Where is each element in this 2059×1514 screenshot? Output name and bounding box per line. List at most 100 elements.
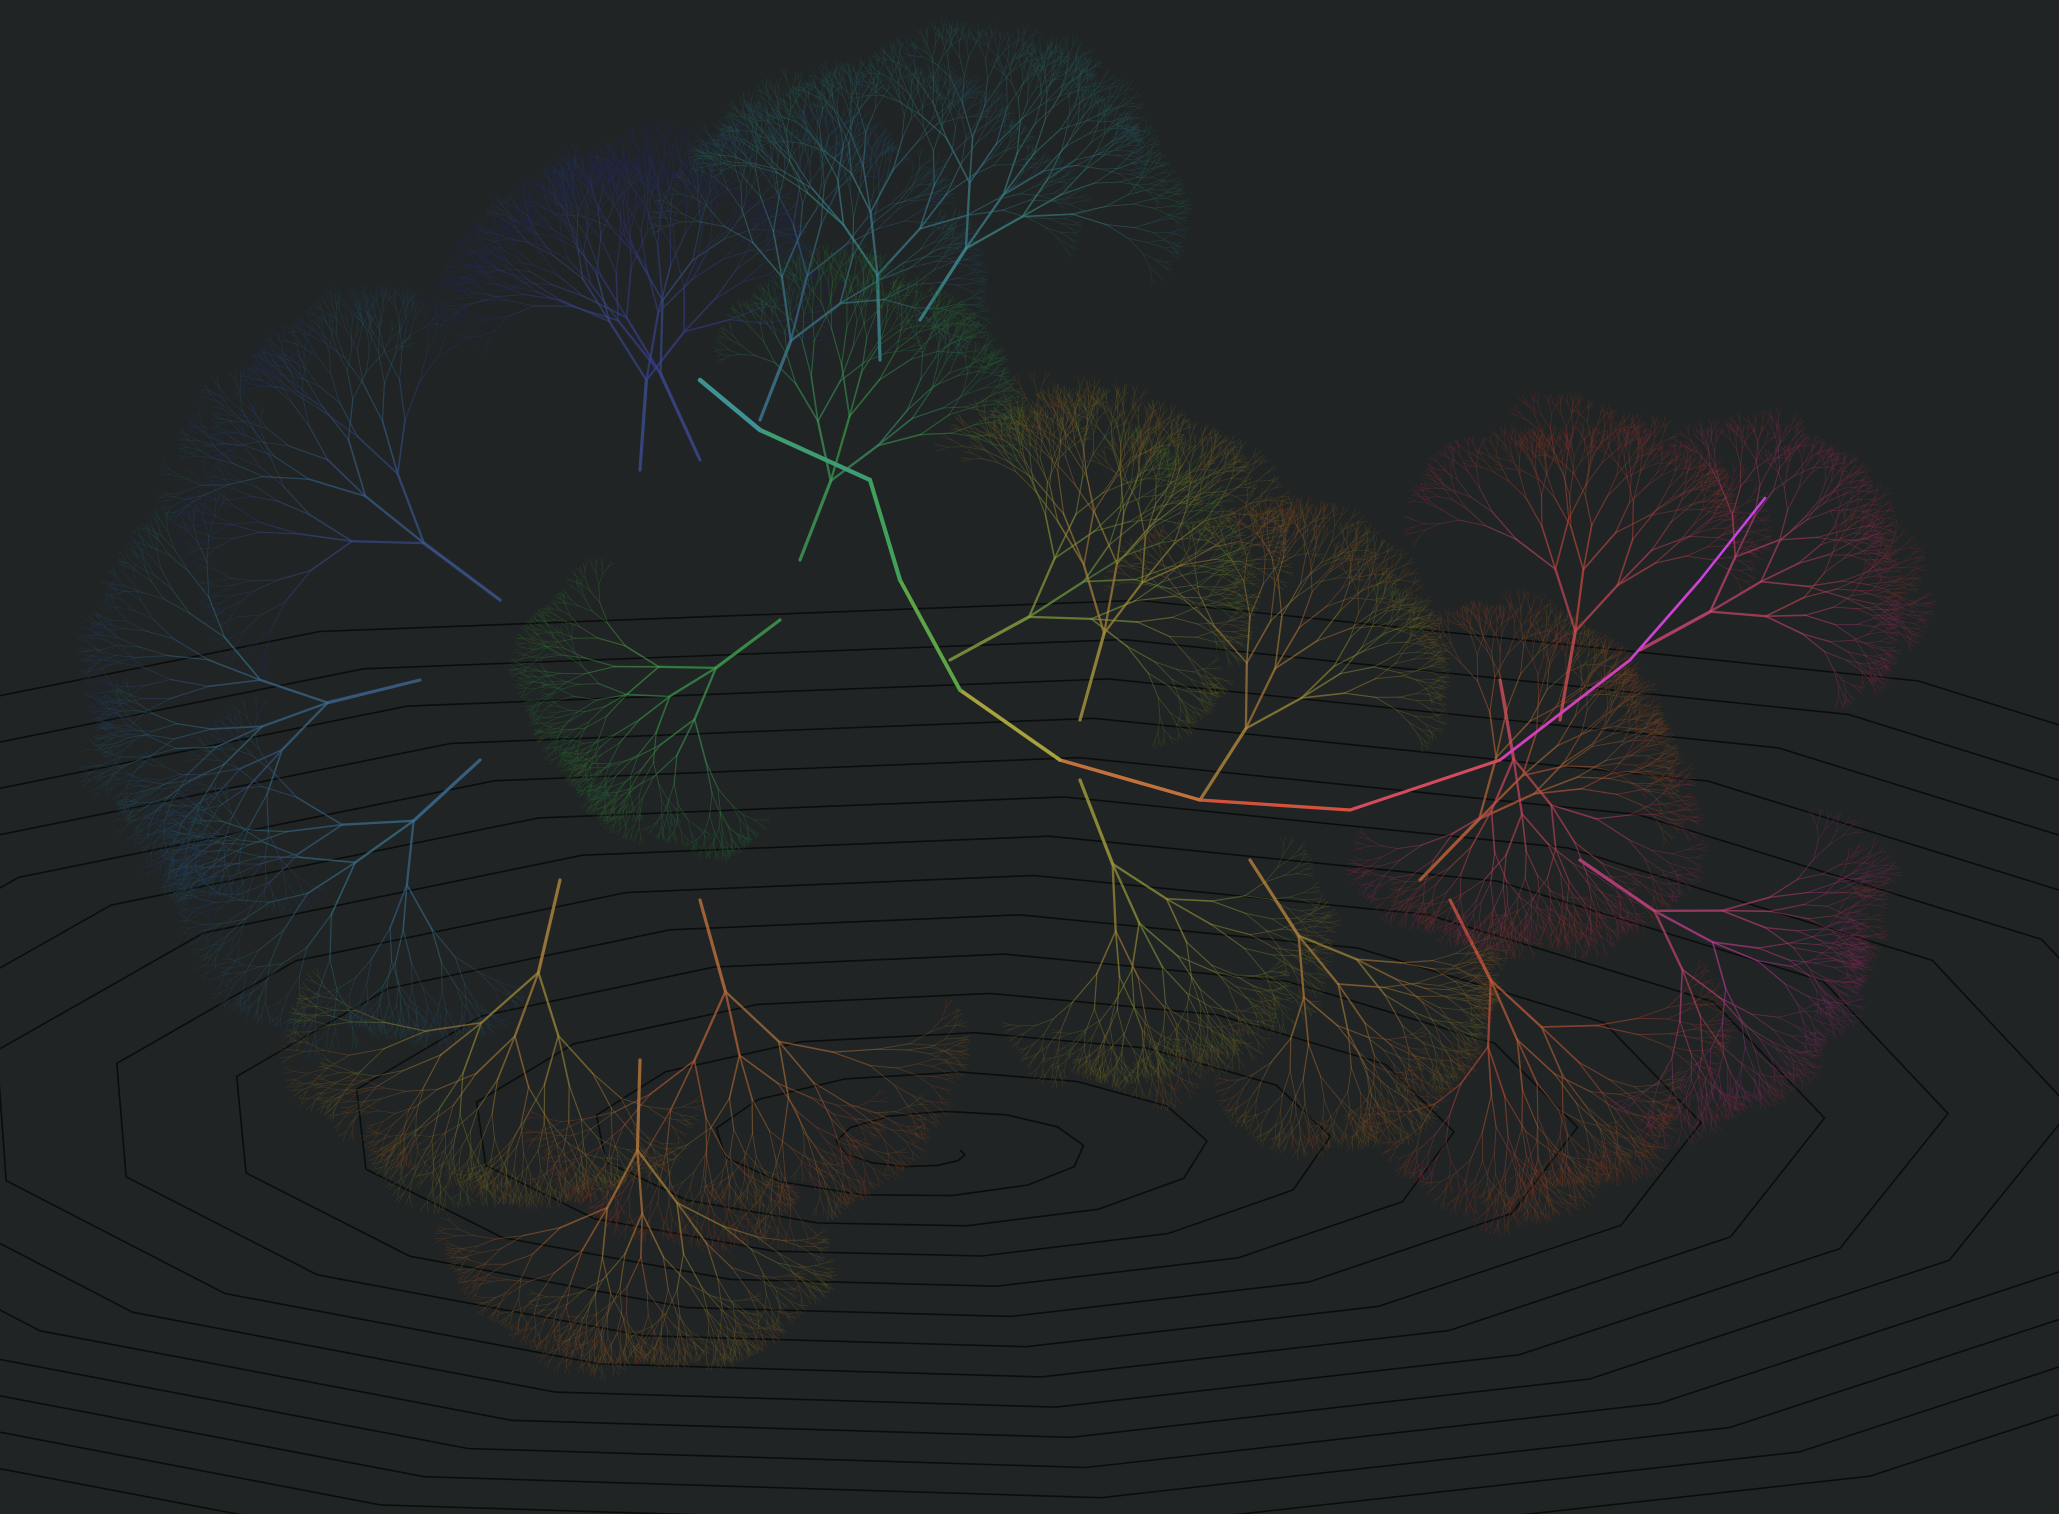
tree-branch <box>484 307 492 315</box>
tree-branch <box>507 215 515 221</box>
tree-branch <box>526 219 534 222</box>
tree-branch <box>571 189 575 201</box>
tree-branch <box>620 214 632 239</box>
tree-branch <box>518 208 522 216</box>
tree-branch <box>463 289 475 294</box>
tree-branch <box>472 275 482 281</box>
tree-branch <box>622 155 625 165</box>
tree-branch <box>616 167 619 178</box>
tree-branch <box>556 194 565 202</box>
tree-branch <box>559 223 562 240</box>
tree-branch <box>635 161 642 169</box>
tree-branch <box>470 283 481 287</box>
tree-branch <box>495 289 509 300</box>
tree-branch <box>477 241 489 249</box>
tree-branch <box>528 203 531 213</box>
tree-branch <box>487 315 510 320</box>
tree-branch <box>494 315 510 332</box>
tree-branch <box>475 259 483 270</box>
tree-branch <box>457 303 471 305</box>
tree-branch <box>644 169 651 177</box>
tree-branch <box>536 208 544 212</box>
tree-branch <box>639 169 642 177</box>
tree-branch <box>455 295 465 300</box>
tree-branch <box>632 170 642 180</box>
tree-branch <box>550 200 554 207</box>
tree-branch <box>563 201 572 214</box>
tree-branch <box>1148 189 1165 191</box>
tree-branch <box>560 190 565 202</box>
tree-branch <box>470 285 481 291</box>
tree-branch <box>463 292 475 297</box>
tree-branch <box>553 205 557 215</box>
tree-branch <box>544 199 555 204</box>
tree-branch <box>544 209 547 219</box>
tree-branch <box>590 179 593 193</box>
tree-branch <box>450 321 461 325</box>
tree-branch <box>471 296 487 301</box>
tree-branch <box>462 289 472 293</box>
tree-branch <box>465 273 474 277</box>
tree-branch <box>463 262 473 265</box>
tree-branch <box>482 268 494 274</box>
tree-branch <box>480 265 497 269</box>
tree-branch <box>484 289 495 292</box>
tree-branch <box>614 189 619 196</box>
tree-branch <box>606 179 609 190</box>
tree-branch <box>503 225 512 228</box>
tree-branch <box>480 248 487 259</box>
tree-branch <box>550 207 557 215</box>
tree-branch <box>555 213 561 224</box>
tree-branch <box>451 316 462 320</box>
tree-branch <box>615 237 622 274</box>
tree-branch <box>466 340 474 345</box>
tree-branch <box>463 258 471 264</box>
tree-branch <box>550 211 563 219</box>
tree-branch <box>525 204 529 213</box>
tree-branch <box>642 195 656 203</box>
tree-branch <box>533 220 543 224</box>
tree-branch <box>476 272 484 276</box>
tree-branch <box>459 324 473 326</box>
tree-branch <box>606 191 611 202</box>
tree-branch <box>570 212 575 231</box>
tree-branch <box>460 275 468 283</box>
tree-branch <box>468 340 474 349</box>
tree-branch <box>611 156 617 166</box>
tree-branch <box>590 188 599 210</box>
tree-branch <box>619 155 624 165</box>
tree-branch <box>540 199 545 206</box>
tree-branch <box>1164 261 1173 263</box>
tree-branch <box>514 275 539 293</box>
tree-branch <box>498 223 507 229</box>
tree-branch <box>603 162 608 171</box>
tree-branch <box>554 195 557 206</box>
tree-branch <box>554 188 558 197</box>
tree-branch <box>573 167 583 176</box>
tree-branch <box>534 209 540 215</box>
tree-branch <box>574 154 583 163</box>
fractal-tree <box>74 17 1937 1381</box>
tree-branch <box>458 275 468 281</box>
tree-branch <box>477 285 490 296</box>
tree-branch <box>542 210 552 213</box>
tree-branch <box>470 276 479 286</box>
tree-branch <box>477 285 486 291</box>
tree-branch <box>622 163 624 177</box>
tree-branch <box>537 195 545 201</box>
tree-branch <box>559 174 566 181</box>
tree-branch <box>573 229 584 252</box>
tree-branch <box>598 188 604 210</box>
spiral-floor-grid <box>0 599 2059 1514</box>
tree-branch <box>767 235 769 250</box>
tree-branch <box>570 190 573 201</box>
tree-branch <box>454 287 465 291</box>
tree-branch <box>618 163 626 169</box>
tree-branch <box>574 173 581 183</box>
tree-branch <box>563 204 568 213</box>
tree-branch <box>581 161 589 174</box>
tree-branch <box>589 154 594 163</box>
tree-branch <box>472 252 476 261</box>
